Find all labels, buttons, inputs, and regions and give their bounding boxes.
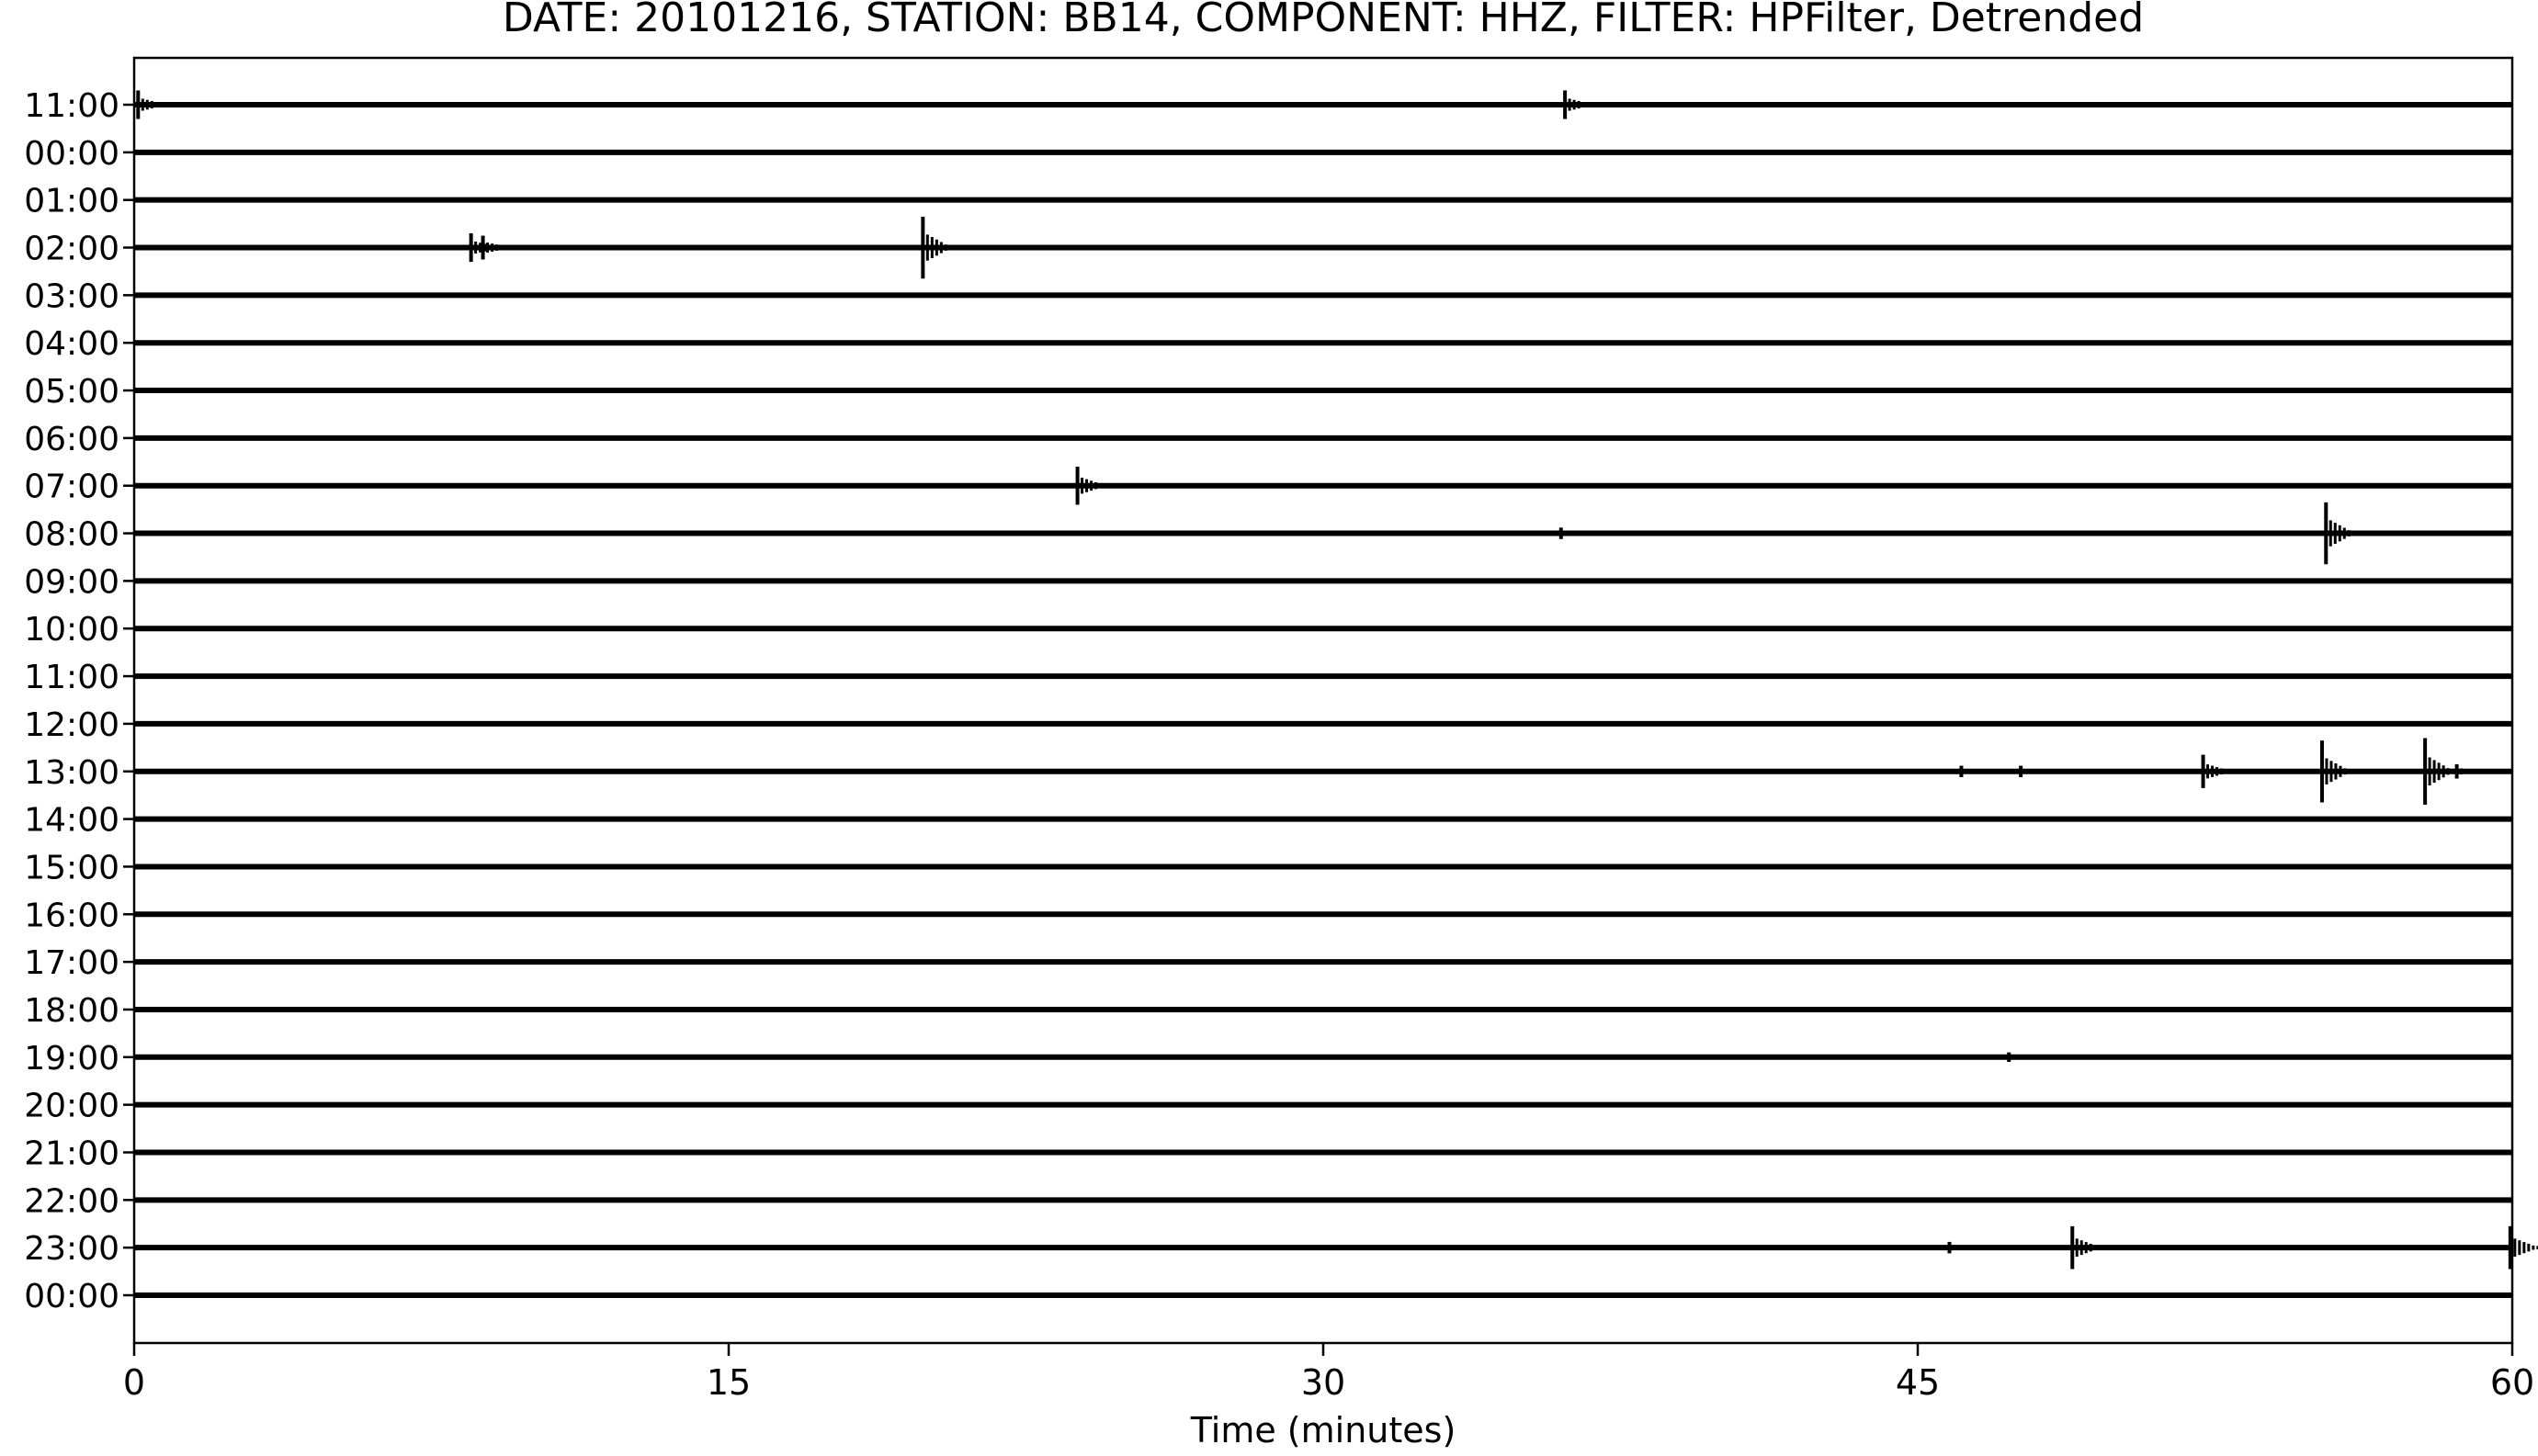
y-tick-label: 09:00 xyxy=(24,563,119,601)
seismic-event xyxy=(1563,90,1594,119)
y-tick-label: 10:00 xyxy=(24,611,119,649)
y-tick-label: 22:00 xyxy=(24,1182,119,1220)
seismic-event xyxy=(1558,527,1591,539)
y-tick-label: 07:00 xyxy=(24,468,119,506)
seismic-event xyxy=(2423,738,2454,806)
y-tick-label: 18:00 xyxy=(24,992,119,1030)
y-tick-label: 14:00 xyxy=(24,802,119,840)
y-tick-label: 00:00 xyxy=(24,135,119,173)
trace-group xyxy=(134,90,2538,1298)
x-tick-label: 45 xyxy=(1896,1362,1940,1403)
seismic-event xyxy=(2319,740,2351,803)
x-tick-label: 15 xyxy=(707,1362,751,1403)
y-tick-label: 12:00 xyxy=(24,706,119,744)
y-tick-label: 01:00 xyxy=(24,183,119,220)
y-tick-label: 11:00 xyxy=(24,87,119,125)
seismic-event xyxy=(2019,765,2050,777)
y-tick-label: 02:00 xyxy=(24,231,119,268)
seismic-event xyxy=(2324,502,2355,565)
y-tick-label: 20:00 xyxy=(24,1088,119,1125)
y-tick-label: 15:00 xyxy=(24,849,119,886)
seismic-event xyxy=(2508,1225,2538,1270)
y-tick-label: 06:00 xyxy=(24,421,119,458)
y-tick-label: 21:00 xyxy=(24,1134,119,1172)
y-axis: 11:00 00:00 01:00 02:00 03:00 04:00 05:00 06:00… xyxy=(24,87,134,1315)
y-tick-label: 19:00 xyxy=(24,1040,119,1078)
chart-title: DATE: 20101216, STATION: BB14, COMPONENT… xyxy=(503,0,2144,41)
x-axis-label: Time (minutes) xyxy=(1190,1410,1456,1450)
seismic-event xyxy=(2454,763,2487,779)
y-tick-label: 13:00 xyxy=(24,754,119,792)
y-tick-label: 00:00 xyxy=(24,1278,119,1315)
y-tick-label: 23:00 xyxy=(24,1230,119,1268)
plot-frame xyxy=(132,56,2514,1345)
y-tick-label: 11:00 xyxy=(24,659,119,696)
y-tick-label: 03:00 xyxy=(24,277,119,315)
y-tick-label: 05:00 xyxy=(24,373,119,411)
y-tick-label: 04:00 xyxy=(24,325,119,363)
seismic-event xyxy=(2007,1052,2038,1062)
x-tick-label: 0 xyxy=(123,1362,145,1403)
y-tick-label: 08:00 xyxy=(24,516,119,554)
seismic-event xyxy=(136,90,167,119)
seismic-event xyxy=(1947,1241,1979,1254)
x-axis: 0 15 30 45 60 xyxy=(123,1343,2534,1403)
seismic-event xyxy=(2070,1225,2102,1270)
seismic-event xyxy=(921,216,952,279)
seismic-event xyxy=(1959,765,1990,777)
y-tick-label: 17:00 xyxy=(24,944,119,982)
seismic-event xyxy=(2201,754,2233,788)
x-tick-label: 30 xyxy=(1301,1362,1345,1403)
seismic-event xyxy=(481,235,513,260)
x-tick-label: 60 xyxy=(2490,1362,2534,1403)
seismic-event xyxy=(469,232,501,263)
y-tick-label: 16:00 xyxy=(24,897,119,934)
seismic-event xyxy=(1075,466,1107,505)
